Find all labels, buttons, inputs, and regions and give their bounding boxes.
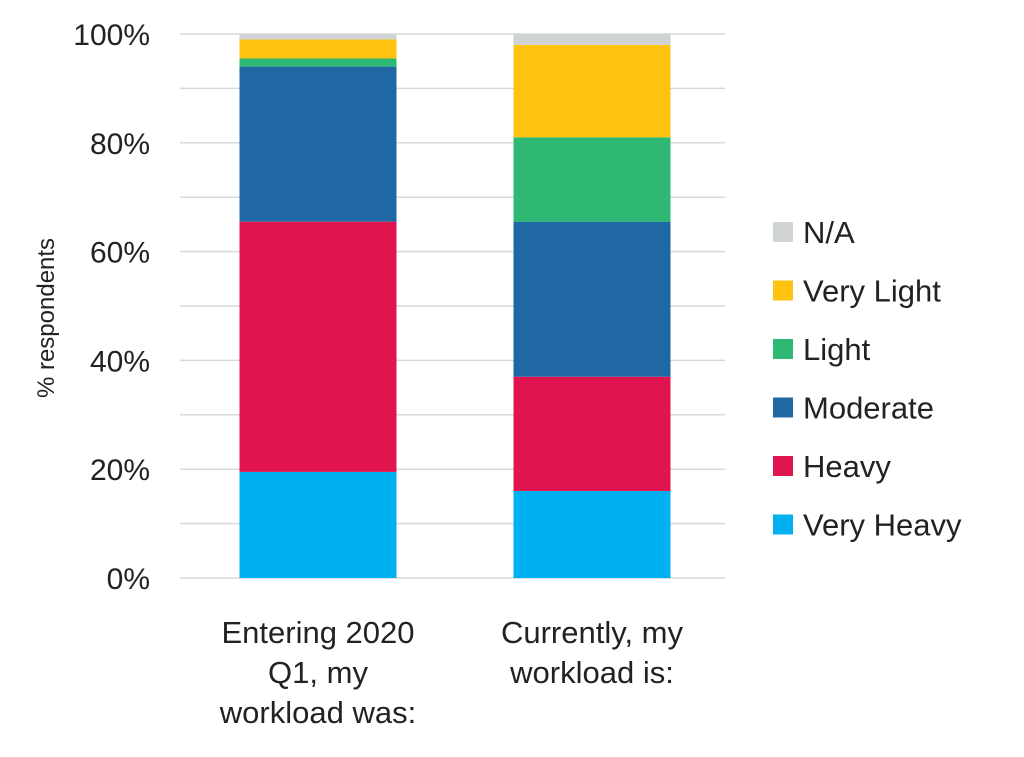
bar-segment-light (239, 58, 397, 67)
bar-segment-n-a (513, 34, 671, 45)
legend-label: Moderate (803, 391, 934, 426)
bar-segment-heavy (239, 221, 397, 472)
y-tick-label: 20% (90, 454, 150, 487)
bar-segment-moderate (513, 221, 671, 377)
y-tick-label: 100% (73, 19, 150, 52)
legend-label: Light (803, 332, 871, 367)
legend-label: Heavy (803, 449, 891, 484)
y-tick-label: 40% (90, 345, 150, 378)
y-tick-label: 0% (107, 563, 150, 596)
legend-swatch (773, 514, 793, 535)
bar-segment-light (513, 137, 671, 222)
x-category-label: workload is: (509, 655, 674, 690)
bar-segment-very-heavy (239, 471, 397, 578)
y-axis-ticks: 0% 20% 40% 60% 80% 100% (73, 19, 150, 596)
bar-segment-heavy (513, 376, 671, 491)
x-category-label: Entering 2020 (221, 615, 414, 650)
x-category-label: Q1, my (268, 655, 368, 690)
y-tick-label: 80% (90, 128, 150, 161)
legend-label: Very Light (803, 274, 941, 309)
legend-swatch (773, 339, 793, 359)
legend-swatch (773, 222, 793, 242)
bar-segment-very-heavy (513, 490, 671, 578)
x-category-label: workload was: (219, 695, 416, 730)
legend-label: Very Heavy (803, 508, 962, 543)
x-category-label: Currently, my (501, 615, 684, 650)
legend: N/A Very Light Light Moderate Heavy Very Heav… (773, 215, 962, 543)
bar-segment-moderate (239, 66, 397, 222)
x-axis-categories: Entering 2020 Q1, my workload was: Currentl… (219, 615, 684, 730)
bar-segment-very-light (239, 39, 397, 59)
bars (239, 34, 671, 578)
legend-swatch (773, 280, 793, 301)
bar-segment-very-light (513, 44, 671, 138)
y-axis-label: % respondents (33, 238, 60, 398)
legend-label: N/A (803, 215, 855, 250)
y-tick-label: 60% (90, 237, 150, 270)
legend-swatch (773, 456, 793, 476)
legend-swatch (773, 397, 793, 418)
bar-segment-n-a (239, 34, 397, 40)
